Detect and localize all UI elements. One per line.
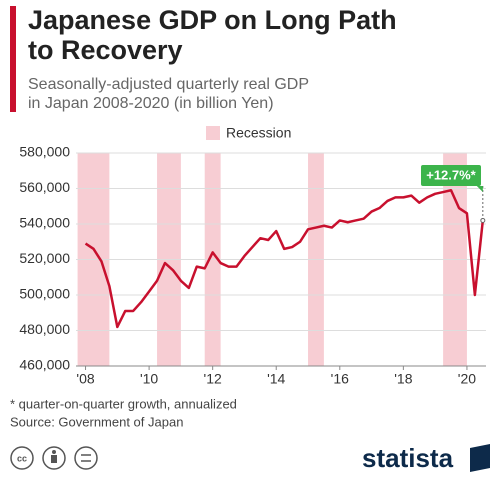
x-tick-label: '16 bbox=[331, 371, 349, 387]
y-tick-label: 460,000 bbox=[19, 357, 70, 373]
x-tick-label: '20 bbox=[458, 371, 476, 387]
license-icons: cc bbox=[10, 446, 98, 470]
legend-swatch bbox=[206, 126, 220, 140]
y-tick-label: 480,000 bbox=[19, 321, 70, 337]
y-tick-label: 580,000 bbox=[19, 144, 70, 160]
annotation-point bbox=[480, 217, 486, 223]
svg-text:cc: cc bbox=[17, 453, 27, 463]
brand-logo: statista bbox=[362, 443, 454, 473]
chart-title: to Recovery bbox=[28, 35, 183, 65]
x-tick-label: '10 bbox=[140, 371, 158, 387]
y-tick-label: 560,000 bbox=[19, 179, 70, 195]
x-tick-label: '12 bbox=[204, 371, 222, 387]
brand-icon bbox=[470, 444, 490, 472]
annotation-box bbox=[421, 165, 481, 186]
footnote: * quarter-on-quarter growth, annualized bbox=[10, 396, 237, 411]
x-tick-label: '08 bbox=[76, 371, 94, 387]
subtitle: in Japan 2008-2020 (in billion Yen) bbox=[28, 95, 274, 112]
plot-area: 460,000 480,000 500,000 520,000 540,000 560,0… bbox=[19, 144, 486, 387]
x-tick-label: '18 bbox=[394, 371, 412, 387]
chart-title: Japanese GDP on Long Path bbox=[28, 5, 397, 35]
legend-label: Recession bbox=[226, 125, 291, 141]
source: Source: Government of Japan bbox=[10, 414, 183, 429]
data-line bbox=[84, 189, 485, 329]
y-tick-label: 540,000 bbox=[19, 215, 70, 231]
y-tick-label: 520,000 bbox=[19, 250, 70, 266]
subtitle: Seasonally-adjusted quarterly real GDP bbox=[28, 76, 309, 93]
title-accent bbox=[10, 6, 16, 112]
annotation-pointer bbox=[476, 186, 483, 192]
annotation-label: +12.7%* bbox=[426, 167, 476, 182]
x-tick-label: '14 bbox=[267, 371, 285, 387]
y-tick-label: 500,000 bbox=[19, 286, 70, 302]
